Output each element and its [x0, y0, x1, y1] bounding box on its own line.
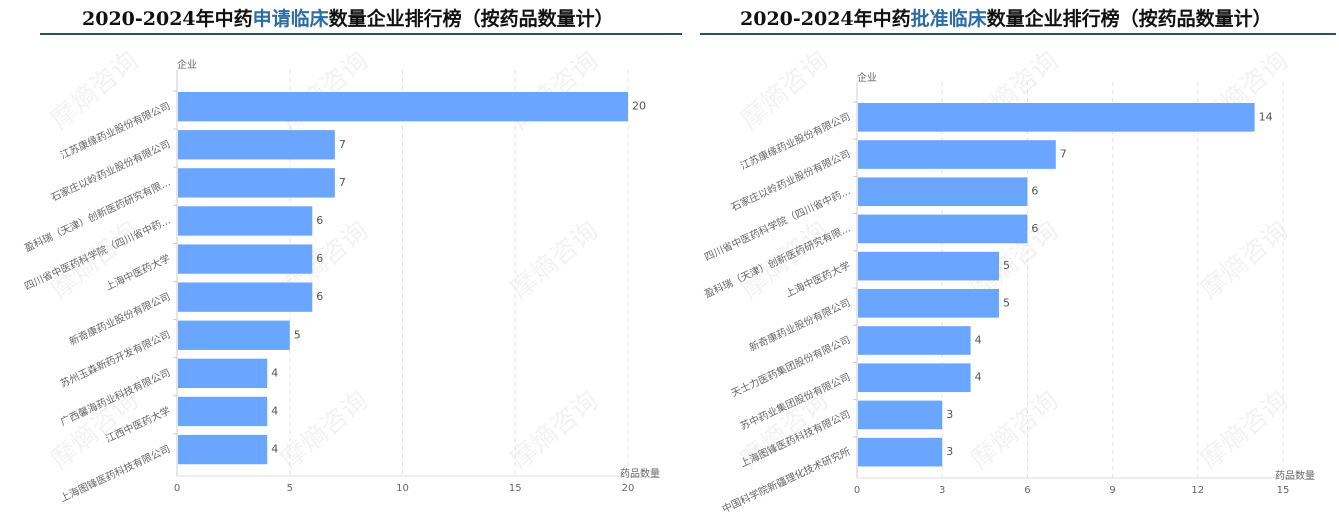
watermark: 摩熵咨询 — [965, 386, 1064, 476]
x-tick-label: 6 — [1024, 485, 1030, 496]
data-label: 14 — [1259, 110, 1273, 123]
data-label: 5 — [1003, 259, 1010, 272]
bar — [178, 434, 268, 465]
watermark: 摩熵咨询 — [1195, 216, 1294, 306]
x-tick-label: 0 — [174, 483, 180, 494]
data-label: 6 — [1031, 185, 1038, 198]
title-text: 2020-2024年中药 — [740, 8, 911, 30]
bar — [858, 326, 971, 355]
data-label: 4 — [271, 404, 278, 417]
bar — [178, 358, 268, 389]
data-label: 6 — [1031, 222, 1038, 235]
data-label: 4 — [975, 334, 982, 347]
title-text: 数量企业排行榜（按药品数量计） — [328, 8, 614, 30]
x-tick-label: 20 — [622, 483, 635, 494]
bar — [178, 320, 290, 350]
x-tick-label: 10 — [396, 483, 409, 494]
watermark: 摩熵咨询 — [505, 386, 604, 476]
bar — [178, 130, 335, 160]
data-label: 4 — [271, 443, 278, 456]
x-tick-label: 3 — [939, 485, 945, 496]
x-tick-label: 5 — [287, 483, 293, 494]
bar — [858, 103, 1255, 132]
data-label: 5 — [294, 328, 301, 341]
y-axis-title: 企业 — [857, 71, 877, 84]
data-label: 7 — [339, 138, 346, 151]
data-label: 6 — [316, 214, 323, 227]
bar — [858, 363, 971, 393]
bar — [858, 214, 1028, 244]
x-tick-label: 9 — [1109, 485, 1115, 496]
x-tick-label: 15 — [1277, 485, 1290, 496]
title-text: 2020-2024年中药 — [82, 8, 253, 30]
y-axis-title: 企业 — [177, 58, 197, 71]
x-tick-label: 15 — [509, 483, 522, 494]
x-tick-label: 12 — [1191, 485, 1204, 496]
chart-title-right: 2020-2024年中药批准临床数量企业排行榜（按药品数量计） — [740, 4, 1272, 31]
x-axis-title: 药品数量 — [620, 467, 660, 480]
bar — [178, 244, 313, 274]
data-label: 3 — [946, 408, 953, 421]
watermark: 摩熵咨询 — [1195, 386, 1294, 476]
title-divider — [700, 33, 1336, 35]
title-text: 数量企业排行榜（按药品数量计） — [986, 8, 1272, 30]
bar — [178, 396, 268, 427]
data-label: 4 — [975, 371, 982, 384]
x-tick-label: 0 — [854, 485, 860, 496]
data-label: 7 — [1060, 148, 1067, 161]
bar — [178, 206, 313, 236]
data-label: 4 — [271, 366, 278, 379]
watermark: 摩熵咨询 — [505, 46, 604, 136]
bar — [858, 289, 999, 318]
chart-title-left: 2020-2024年中药申请临床数量企业排行榜（按药品数量计） — [82, 4, 614, 31]
bar — [178, 92, 628, 122]
data-label: 6 — [316, 252, 323, 265]
data-label: 5 — [1003, 296, 1010, 309]
data-label: 6 — [316, 290, 323, 303]
data-label: 20 — [632, 100, 646, 113]
bar — [858, 400, 943, 430]
bar — [858, 437, 943, 467]
title-highlight: 申请临床 — [252, 8, 329, 30]
data-label: 3 — [946, 445, 953, 458]
watermark: 摩熵咨询 — [735, 46, 834, 136]
bar — [858, 177, 1028, 207]
watermark: 摩熵咨询 — [505, 216, 604, 306]
y-category-label: 四川省中医药科学院（四川省中药... — [22, 213, 172, 292]
bar — [858, 251, 999, 281]
title-highlight: 批准临床 — [910, 8, 987, 30]
bar — [178, 168, 335, 198]
x-axis-title: 药品数量 — [1275, 469, 1315, 482]
title-divider — [40, 33, 682, 35]
bar — [858, 140, 1056, 169]
data-label: 7 — [339, 176, 346, 189]
bar — [178, 282, 313, 312]
y-category-label: 盈科瑞（天津）创新医药研究有限... — [702, 221, 852, 300]
